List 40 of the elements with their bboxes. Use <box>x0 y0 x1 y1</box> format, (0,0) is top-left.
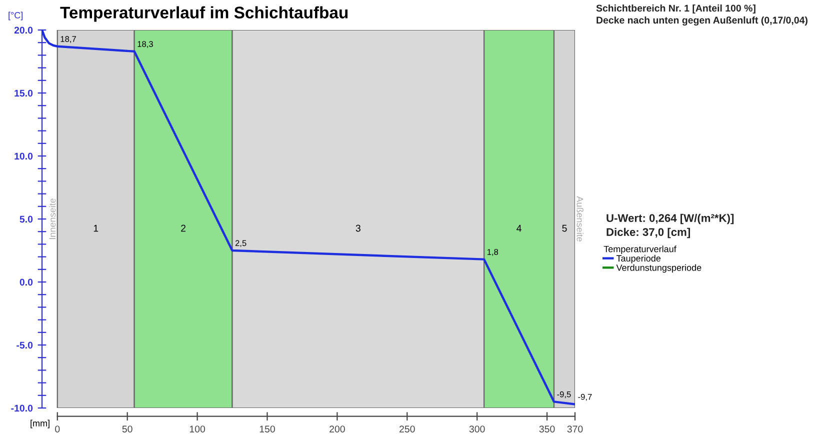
legend-label: Tauperiode <box>616 254 661 264</box>
x-tick-label: 250 <box>400 426 415 432</box>
x-tick-label: 200 <box>330 426 345 432</box>
text: Außenseite <box>576 196 584 242</box>
x-tick-label: 50 <box>122 426 132 432</box>
data-label: 18,7 <box>60 36 76 43</box>
text: U-Wert: 0,264 [W/(m²*K)] <box>606 214 734 224</box>
y-tick-label: 20.0 <box>14 26 33 34</box>
chart-title: Temperaturverlauf im Schichtaufbau <box>60 6 348 22</box>
text: Schichtbereich Nr. 1 [Anteil 100 %] <box>596 4 756 14</box>
x-tick-label: 100 <box>190 426 206 432</box>
line-series <box>42 30 575 406</box>
x-tick-label: 370 <box>567 426 583 432</box>
x-tick-label: 0 <box>55 426 60 432</box>
y-tick-label: 10.0 <box>14 152 33 160</box>
band-label: 5 <box>562 224 567 232</box>
y-tick-label: -10.0 <box>11 404 33 412</box>
text: Dicke: 37,0 [cm] <box>606 228 690 238</box>
y-axis-title: [°C] <box>8 12 23 20</box>
x-tick-label: 350 <box>539 426 555 432</box>
data-label: -9,5 <box>557 391 571 398</box>
text: Decke nach unten gegen Außenluft (0,17/0,04) <box>596 16 808 26</box>
x-tick-label: 300 <box>469 426 485 432</box>
band-label: 3 <box>356 224 360 232</box>
data-label: 2,5 <box>235 240 246 248</box>
legend-title: Temperaturverlauf <box>604 246 676 254</box>
x-axis-title: [mm] <box>30 420 50 428</box>
band-label: 2 <box>181 224 186 232</box>
data-label: -9,7 <box>578 394 592 401</box>
y-tick-label: -5.0 <box>16 342 33 349</box>
x-tick-label: 150 <box>260 426 275 432</box>
data-label: 18,3 <box>138 41 153 48</box>
y-tick-label: 0.0 <box>20 278 33 286</box>
y-tick-label: 5.0 <box>20 216 33 223</box>
legend-label: Verdunstungsperiode <box>616 264 702 273</box>
band-label: 1 <box>94 224 98 232</box>
annotation: Innenseite <box>48 198 56 239</box>
data-label: 1,8 <box>487 248 498 256</box>
band-label: 4 <box>516 224 522 232</box>
y-tick-label: 15.0 <box>14 90 33 97</box>
